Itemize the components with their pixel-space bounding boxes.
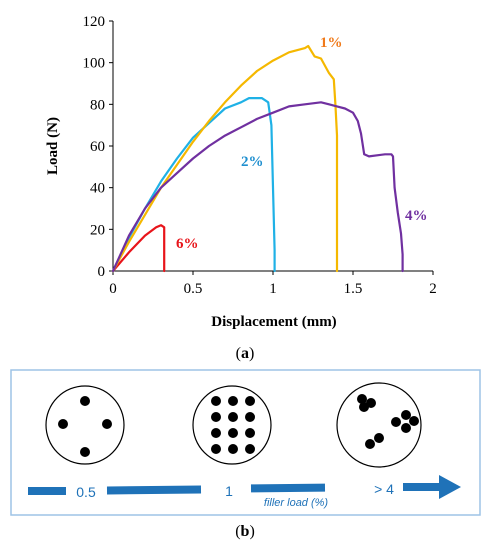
y-axis-title: Load (N) — [45, 117, 61, 175]
schematic-label-filler-load: filler load (%) — [264, 497, 329, 509]
schematic-label-0.5: 0.5 — [76, 484, 96, 500]
series-label-6pct: 6% — [176, 236, 199, 252]
dispersion-circle-low — [45, 385, 125, 465]
x-tick-label: 0.5 — [184, 281, 203, 297]
dispersion-circle-high — [336, 382, 422, 468]
x-tick-label: 0 — [109, 281, 117, 297]
y-tick-label: 120 — [83, 14, 106, 30]
y-axis: 0 20 40 60 80 100 120 — [83, 14, 114, 280]
particle — [80, 396, 90, 406]
x-axis: 0 0.5 1 1.5 2 — [109, 270, 437, 297]
panel-a-label: (a) — [236, 345, 255, 362]
series-label-1pct: 1% — [320, 35, 343, 51]
particle — [58, 419, 68, 429]
series-layer — [111, 44, 404, 273]
y-tick-label: 80 — [90, 97, 105, 113]
panel-b-label: (b) — [235, 523, 255, 540]
particle — [80, 447, 90, 457]
series-label-4pct: 4% — [405, 208, 428, 224]
y-tick-label: 20 — [90, 222, 105, 238]
schematic-label-1: 1 — [225, 483, 233, 499]
y-tick-label: 100 — [83, 56, 106, 72]
dispersion-schematic: 0.5 1 filler load (%) > 4 — [10, 369, 481, 516]
load-displacement-chart: 0 20 40 60 80 100 120 0 0.5 1 1.5 2 Load (N) Displ… — [45, 14, 437, 330]
y-tick-label: 60 — [90, 139, 105, 155]
x-axis-title: Displacement (mm) — [211, 314, 336, 330]
filler-load-arrow — [28, 475, 461, 499]
schematic-label-gt4: > 4 — [374, 481, 394, 497]
x-tick-label: 1.5 — [344, 281, 363, 297]
series-line-1pct — [111, 44, 339, 273]
x-tick-label: 1 — [269, 281, 277, 297]
particle — [102, 419, 112, 429]
series-line-4pct — [111, 101, 404, 273]
series-label-2pct: 2% — [241, 154, 264, 170]
series-line-6pct — [111, 224, 166, 273]
dispersion-circle-medium — [192, 385, 272, 465]
series-line-2pct — [111, 96, 276, 273]
x-tick-label: 2 — [429, 281, 437, 297]
y-tick-label: 40 — [90, 181, 105, 197]
y-tick-label: 0 — [98, 264, 106, 280]
